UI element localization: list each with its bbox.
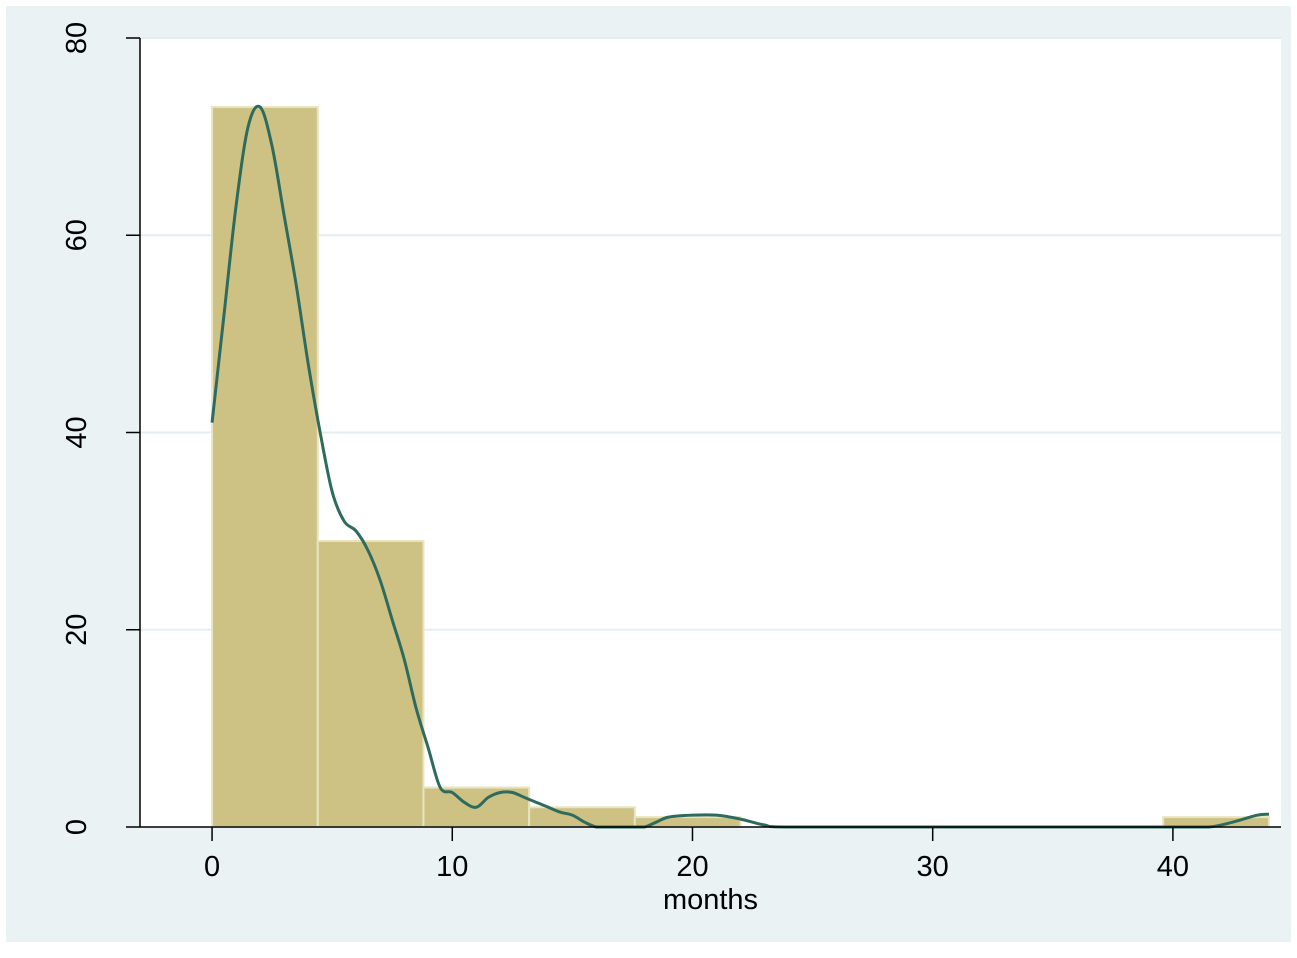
x-tick-label: 30 — [917, 851, 949, 883]
histogram-bar — [528, 806, 636, 829]
y-tick-label: 60 — [61, 219, 93, 251]
y-tick-label: 20 — [61, 614, 93, 646]
density-curve — [210, 104, 1270, 829]
y-axis-ticks: 0 20 40 60 80 — [61, 22, 140, 835]
x-tick-label: 20 — [676, 851, 708, 883]
x-tick-label: 40 — [1157, 851, 1189, 883]
y-tick-label: 40 — [61, 416, 93, 448]
x-tick-label: 10 — [436, 851, 468, 883]
x-axis-label: months — [663, 884, 758, 916]
histogram-bar — [316, 539, 425, 828]
y-tick-label: 80 — [61, 22, 93, 54]
x-tick-label: 0 — [204, 851, 220, 883]
histogram-bar — [211, 106, 319, 829]
y-tick-label: 0 — [61, 819, 93, 835]
x-axis-ticks: 0 10 20 30 40 — [204, 827, 1189, 883]
